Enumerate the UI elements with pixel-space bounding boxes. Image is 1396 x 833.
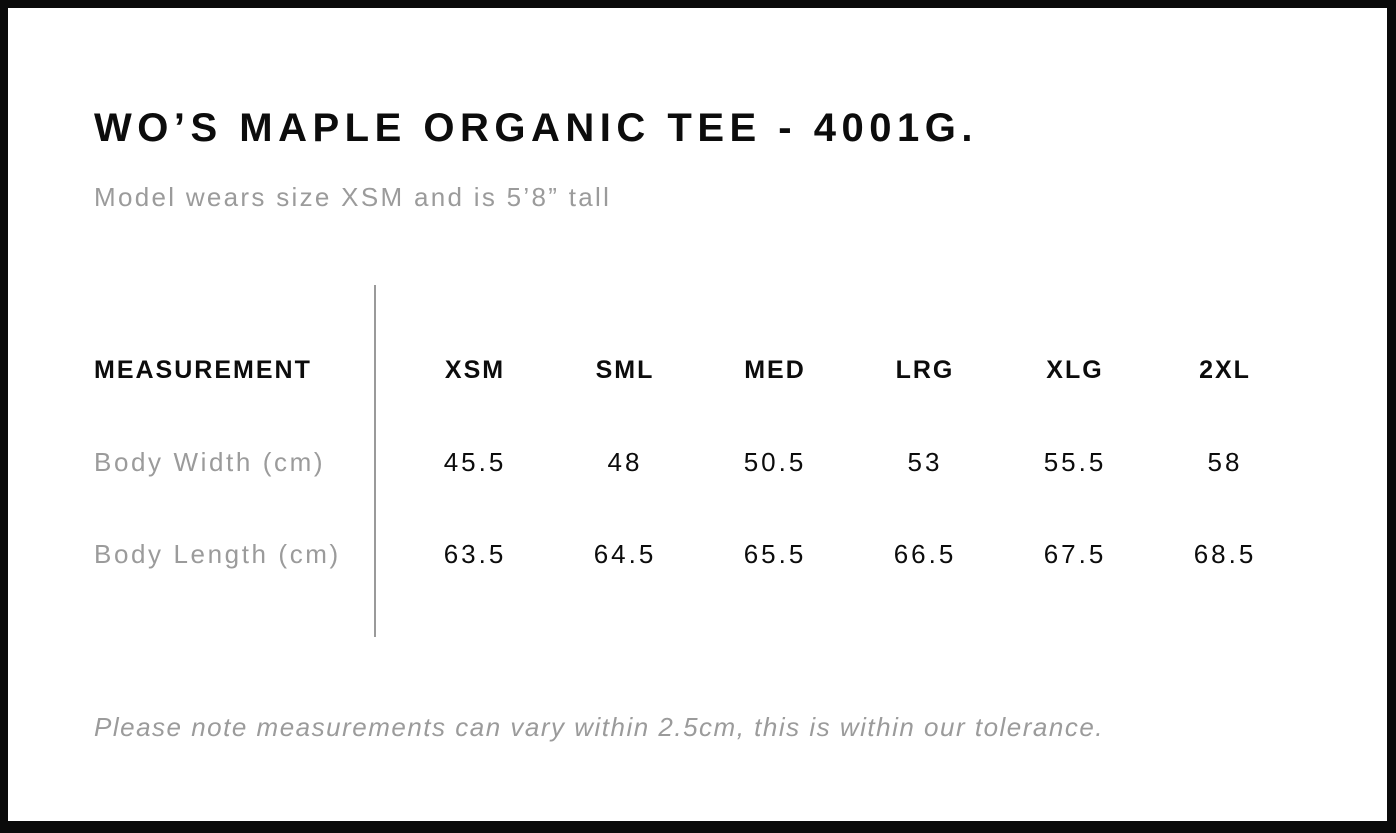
table-header-row: MEASUREMENT XSM SML MED LRG XLG 2XL <box>94 324 1300 416</box>
body-width-value-sml: 48 <box>607 446 643 477</box>
table-row-body-width: Body Width (cm) 45.5 48 50.5 53 55.5 58 <box>94 416 1300 508</box>
page-title: WO’S MAPLE ORGANIC TEE - 4001G. <box>94 106 978 150</box>
column-header-xlg: XLG <box>1046 355 1104 384</box>
model-info-text: Model wears size XSM and is 5’8” tall <box>94 182 612 212</box>
column-header-2xl: 2XL <box>1199 355 1251 384</box>
column-header-measurement: MEASUREMENT <box>94 355 312 384</box>
body-length-value-2xl: 68.5 <box>1193 538 1257 569</box>
body-width-value-xsm: 45.5 <box>443 446 507 477</box>
body-length-value-med: 65.5 <box>743 538 807 569</box>
body-width-value-2xl: 58 <box>1207 446 1243 477</box>
body-width-value-med: 50.5 <box>743 446 807 477</box>
column-header-sml: SML <box>595 355 655 384</box>
table-row-body-length: Body Length (cm) 63.5 64.5 65.5 66.5 67.… <box>94 508 1300 600</box>
tolerance-note: Please note measurements can vary within… <box>94 712 1105 742</box>
body-length-value-sml: 64.5 <box>593 538 657 569</box>
table-divider-line <box>374 285 376 637</box>
row-label-body-width: Body Width (cm) <box>94 446 326 477</box>
body-length-value-lrg: 66.5 <box>893 538 957 569</box>
column-header-med: MED <box>744 355 806 384</box>
row-label-body-length: Body Length (cm) <box>94 538 341 569</box>
size-chart-rows: MEASUREMENT XSM SML MED LRG XLG 2XL Body… <box>94 285 1300 600</box>
column-header-xsm: XSM <box>444 355 506 384</box>
body-width-value-lrg: 53 <box>907 446 943 477</box>
body-length-value-xlg: 67.5 <box>1043 538 1107 569</box>
column-header-lrg: LRG <box>895 355 955 384</box>
body-length-value-xsm: 63.5 <box>443 538 507 569</box>
body-width-value-xlg: 55.5 <box>1043 446 1107 477</box>
size-chart-table: MEASUREMENT XSM SML MED LRG XLG 2XL Body… <box>94 285 1300 637</box>
